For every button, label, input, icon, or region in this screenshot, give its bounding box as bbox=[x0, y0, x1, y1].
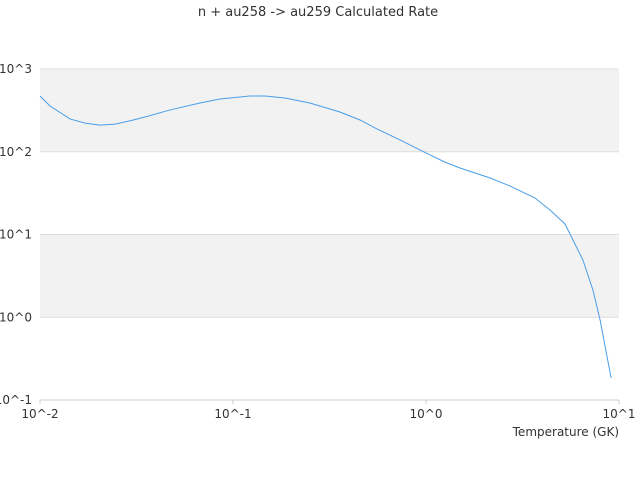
x-tick-label: 10^-1 bbox=[214, 407, 251, 421]
x-tick-label: 10^0 bbox=[410, 407, 443, 421]
chart-title: n + au258 -> au259 Calculated Rate bbox=[198, 5, 438, 20]
y-tick-label: 10^0 bbox=[0, 310, 32, 324]
y-tick-label: 10^-1 bbox=[0, 393, 32, 407]
x-axis-label: Temperature (GK) bbox=[512, 425, 619, 439]
x-tick-label: 10^1 bbox=[603, 407, 636, 421]
data-line bbox=[39, 95, 612, 378]
y-tick-label: 10^1 bbox=[0, 228, 32, 242]
x-tick-label: 10^-2 bbox=[21, 407, 58, 421]
y-tick-label: 10^3 bbox=[0, 62, 32, 76]
y-tick-label: 10^2 bbox=[0, 145, 32, 159]
grid-band bbox=[40, 234, 619, 318]
grid-band bbox=[40, 69, 619, 152]
